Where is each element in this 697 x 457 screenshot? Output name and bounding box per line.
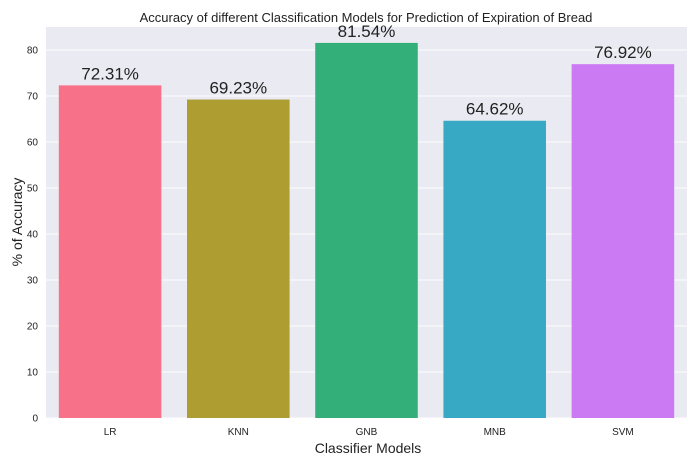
y-tick-label: 30 [27, 276, 39, 287]
data-labels: 72.31% 69.23% 81.54% 64.62% 76.92% [81, 22, 651, 119]
data-label-knn: 69.23% [209, 79, 267, 98]
bar-lr [58, 85, 162, 419]
y-tick-label: 0 [32, 414, 38, 425]
chart-title: Accuracy of different Classification Mod… [140, 10, 593, 25]
y-tick-label: 50 [27, 184, 39, 195]
bar-svm [571, 64, 675, 418]
y-tick-label: 80 [27, 46, 39, 57]
bar-gnb [315, 42, 418, 418]
data-label-lr: 72.31% [81, 64, 139, 83]
x-tick-label: MNB [484, 427, 507, 438]
x-tick-label: SVM [612, 427, 634, 438]
y-axis-ticks: 0 10 20 30 40 50 60 70 80 [27, 46, 39, 425]
x-tick-label: KNN [228, 427, 249, 438]
y-tick-label: 20 [27, 322, 39, 333]
x-tick-label: GNB [356, 427, 378, 438]
data-label-svm: 76.92% [594, 43, 652, 62]
y-tick-label: 60 [27, 138, 39, 149]
y-tick-label: 10 [27, 368, 39, 379]
y-tick-label: 70 [27, 92, 39, 103]
data-label-mnb: 64.62% [466, 100, 524, 119]
bars [58, 42, 675, 419]
x-tick-label: LR [104, 427, 117, 438]
x-axis-ticks: LR KNN GNB MNB SVM [104, 427, 634, 438]
y-tick-label: 40 [27, 230, 39, 241]
bar-mnb [443, 120, 546, 419]
data-label-gnb: 81.54% [338, 22, 396, 41]
x-axis-title: Classifier Models [315, 440, 422, 456]
bar-knn [187, 99, 290, 419]
y-axis-title: % of Accuracy [9, 178, 25, 267]
